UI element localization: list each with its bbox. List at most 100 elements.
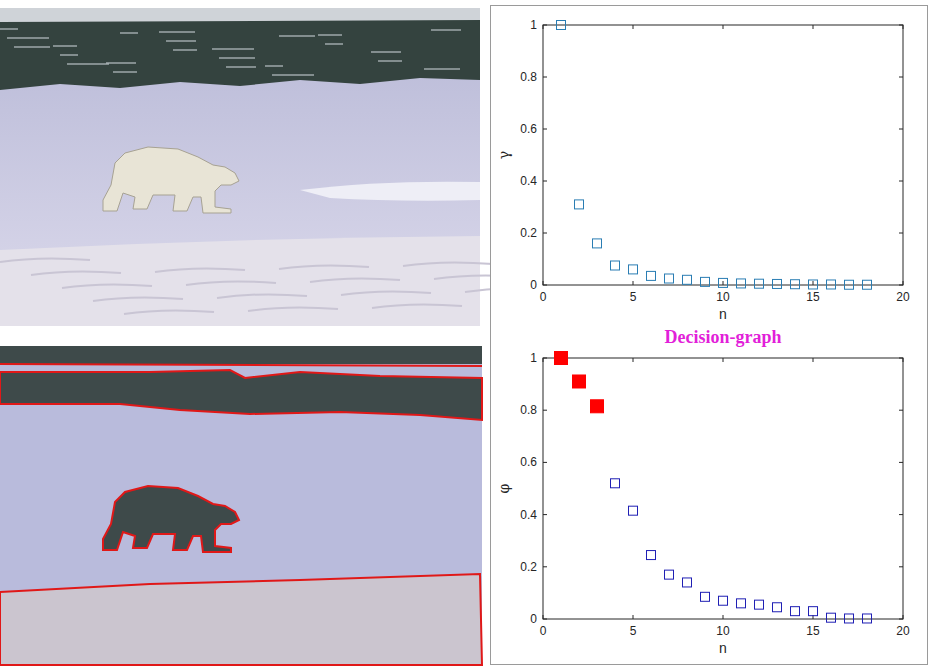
x-tick [813,25,814,29]
point [737,279,746,288]
snow-ridge [248,307,338,311]
y-tick [543,462,547,463]
y-tick [543,77,547,78]
x-tick [723,615,724,619]
region-treeline [0,370,482,420]
point [755,600,764,609]
point [665,274,674,283]
snow-ridge [62,284,152,288]
x-tick [633,615,634,619]
y-axis-label: γ [496,151,512,159]
point [647,271,656,280]
x-tick [633,25,634,29]
snow-streak [173,49,197,51]
y-tick [899,410,903,411]
x-tick [903,358,904,362]
x-tick [723,358,724,362]
y-tick-label: 0.6 [520,122,537,136]
pool [300,182,480,201]
y-tick-label: 0 [530,278,537,292]
snow-ridge [341,291,431,295]
point [701,592,710,601]
y-tick [899,566,903,567]
y-tick-label: 0.4 [520,174,537,188]
snow-streak [53,45,77,47]
region-ice [0,346,482,665]
point [629,265,638,274]
snow-streak [159,31,195,33]
y-tick-label: 0.2 [520,560,537,574]
x-tick-label: 15 [806,290,820,304]
snow-streak [60,54,78,56]
bear [103,147,239,213]
y-tick [543,25,547,26]
y-tick [543,129,547,130]
snow-ridge [372,304,462,308]
x-tick [903,615,904,619]
y-tick-label: 1 [530,351,537,365]
y-tick [543,410,547,411]
chart: 0510152000.20.40.60.81nγ [496,18,910,322]
x-axis-label: n [719,640,727,656]
point [863,280,872,289]
snow-streak [272,74,314,76]
snow-streak [378,60,402,62]
snow-streak [120,32,138,34]
snow-ridge [217,294,307,298]
figure: 0510152000.20.40.60.81nγ0510152000.20.40… [0,0,945,667]
point [683,275,692,284]
y-tick-label: 0.4 [520,508,537,522]
x-tick [543,281,544,285]
point [573,375,586,388]
x-tick [543,25,544,29]
y-tick [899,77,903,78]
snow-streak [0,28,18,30]
y-tick-label: 1 [530,18,537,32]
point [557,21,566,30]
point [575,200,584,209]
x-axis-label: n [719,306,727,322]
snow-streak [212,48,254,50]
point [555,352,568,365]
x-tick-label: 5 [630,624,637,638]
snow-ridge [310,278,400,282]
point [845,280,854,289]
chart: 0510152000.20.40.60.81nφDecision-graph [496,327,910,656]
y-tick [543,233,547,234]
y-tick [899,233,903,234]
point [665,570,674,579]
segmentation [0,346,482,665]
point [647,551,656,560]
x-tick [813,281,814,285]
point [611,261,620,270]
x-tick-label: 10 [716,290,730,304]
ice [0,8,480,326]
point [809,607,818,616]
point [827,613,836,622]
point [791,280,800,289]
marks [555,352,872,623]
snow-streak [67,63,109,65]
point [719,596,728,605]
y-tick [899,285,903,286]
photo [0,8,555,326]
point [827,280,836,289]
snow-ridge [403,262,493,266]
snow-streak [265,65,283,67]
snow-streak [279,35,315,37]
point [755,279,764,288]
x-tick [633,281,634,285]
point [611,479,620,488]
point [683,578,692,587]
y-tick [543,181,547,182]
snow-streak [219,57,255,59]
y-tick [543,358,547,359]
snow-streak [226,66,256,68]
snow-ridge [279,265,369,269]
snow-streak [371,51,401,53]
x-tick-label: 5 [630,290,637,304]
x-tick [543,358,544,362]
x-tick [633,358,634,362]
treeline [0,20,480,90]
x-tick [543,615,544,619]
